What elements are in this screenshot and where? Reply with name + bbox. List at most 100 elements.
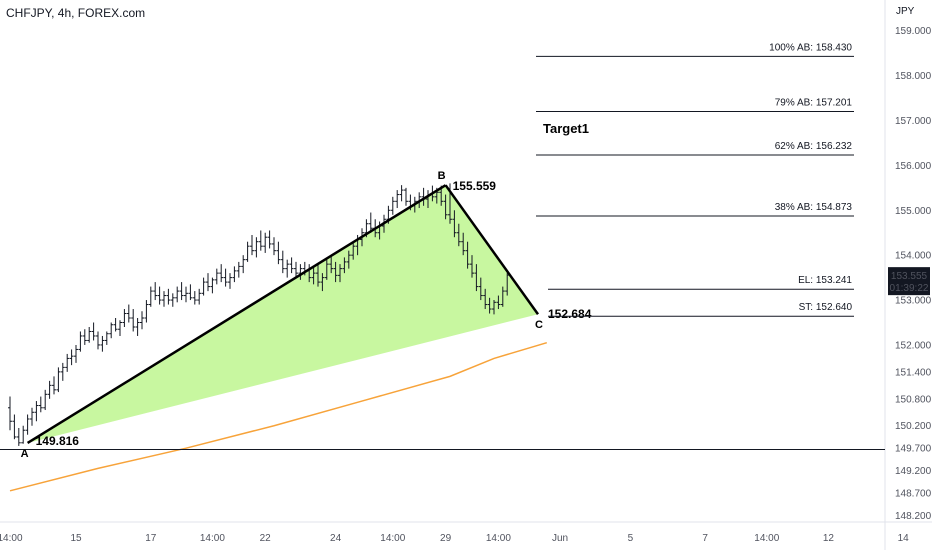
price-bar bbox=[30, 407, 34, 426]
target-level-label: EL: 153.241 bbox=[798, 275, 852, 286]
y-tick-label: 149.200 bbox=[895, 466, 932, 477]
price-bar bbox=[228, 273, 232, 289]
symbol-title: CHFJPY, 4h, FOREX.com bbox=[6, 6, 146, 20]
price-bar bbox=[60, 362, 65, 381]
x-tick-label: 14:00 bbox=[0, 533, 23, 544]
target1-label: Target1 bbox=[543, 121, 589, 136]
price-bar bbox=[254, 237, 259, 258]
price-bar bbox=[38, 396, 43, 413]
price-bar bbox=[338, 264, 342, 283]
point-c-price: 152.684 bbox=[548, 307, 592, 321]
x-tick-label: 22 bbox=[260, 533, 272, 544]
point-a-price: 149.816 bbox=[36, 434, 80, 448]
price-bar bbox=[404, 187, 408, 206]
price-bar bbox=[206, 273, 210, 292]
price-bar bbox=[456, 223, 461, 247]
price-bar bbox=[390, 196, 395, 215]
current-price-badge bbox=[888, 267, 930, 296]
price-bar bbox=[219, 264, 224, 283]
point-b-price: 155.559 bbox=[453, 179, 497, 193]
y-tick-label: 150.800 bbox=[895, 394, 932, 405]
target-level-label: 62% AB: 156.232 bbox=[775, 141, 853, 152]
price-bar bbox=[487, 297, 492, 314]
price-bar bbox=[483, 288, 488, 310]
price-bar bbox=[461, 232, 466, 256]
price-bar bbox=[250, 234, 254, 256]
y-tick-label: 153.000 bbox=[895, 296, 932, 307]
price-bar bbox=[492, 300, 496, 315]
y-tick-label: 158.000 bbox=[895, 71, 932, 82]
price-bar bbox=[109, 322, 114, 339]
point-a-label: A bbox=[21, 448, 29, 460]
price-bar bbox=[135, 318, 140, 336]
price-bar bbox=[148, 286, 153, 307]
price-bar bbox=[16, 427, 21, 446]
price-bar bbox=[276, 241, 281, 265]
price-bar bbox=[294, 261, 298, 278]
point-c-label: C bbox=[535, 319, 543, 331]
price-bar bbox=[470, 255, 474, 278]
price-bar bbox=[465, 241, 470, 269]
price-bar bbox=[289, 257, 294, 274]
price-bar bbox=[82, 329, 87, 345]
price-bar bbox=[333, 261, 338, 283]
price-bar bbox=[104, 331, 109, 345]
price-bar bbox=[478, 277, 483, 301]
ab-leg-line[interactable] bbox=[26, 184, 447, 445]
price-bar bbox=[443, 194, 448, 220]
y-tick-label: 155.000 bbox=[895, 206, 932, 217]
price-bar bbox=[329, 255, 334, 274]
price-bar bbox=[210, 277, 215, 294]
point-b-label: B bbox=[438, 170, 446, 182]
price-bar bbox=[34, 401, 39, 422]
price-bar bbox=[113, 318, 118, 332]
price-bar bbox=[91, 322, 96, 341]
x-tick-label: 7 bbox=[702, 533, 708, 544]
price-bar bbox=[474, 264, 479, 292]
price-bar bbox=[245, 241, 250, 262]
price-bar bbox=[131, 309, 136, 332]
price-bar bbox=[342, 257, 347, 274]
price-bar bbox=[69, 349, 74, 366]
price-bar bbox=[500, 286, 505, 307]
price-bar bbox=[126, 304, 131, 323]
y-tick-label: 148.200 bbox=[895, 511, 932, 522]
price-bar bbox=[267, 230, 272, 249]
price-bar bbox=[96, 331, 100, 350]
price-bar bbox=[184, 286, 188, 303]
price-bar bbox=[201, 277, 206, 296]
x-tick-label: 29 bbox=[440, 533, 452, 544]
price-bar bbox=[236, 261, 241, 278]
price-bar bbox=[25, 414, 30, 435]
price-bar bbox=[320, 273, 325, 292]
price-bar bbox=[311, 266, 316, 285]
price-bar bbox=[263, 232, 268, 253]
price-bar bbox=[214, 268, 219, 285]
target-level-label: 100% AB: 158.430 bbox=[769, 42, 852, 53]
x-tick-label: 14:00 bbox=[200, 533, 225, 544]
price-bar bbox=[351, 241, 356, 260]
price-bar bbox=[258, 230, 263, 251]
price-bar bbox=[298, 264, 303, 280]
price-bar bbox=[399, 185, 404, 202]
price-bar bbox=[153, 282, 158, 301]
bc-leg-line[interactable] bbox=[444, 184, 540, 315]
abc-pattern-fill bbox=[27, 185, 538, 443]
price-bar bbox=[162, 291, 166, 307]
y-tick-label: 156.000 bbox=[895, 161, 932, 172]
price-bar bbox=[179, 282, 184, 301]
price-bar bbox=[144, 300, 149, 323]
price-bar bbox=[223, 268, 228, 287]
x-tick-label: 5 bbox=[628, 533, 634, 544]
price-bar bbox=[192, 291, 197, 305]
price-bar bbox=[285, 259, 290, 278]
price-bar bbox=[118, 320, 122, 336]
price-bar bbox=[324, 259, 329, 280]
y-tick-label: 151.400 bbox=[895, 367, 932, 378]
target-level-label: 79% AB: 157.201 bbox=[775, 97, 853, 108]
x-tick-label: 14:00 bbox=[380, 533, 405, 544]
y-tick-label: 152.000 bbox=[895, 340, 932, 351]
price-bar bbox=[56, 367, 61, 393]
